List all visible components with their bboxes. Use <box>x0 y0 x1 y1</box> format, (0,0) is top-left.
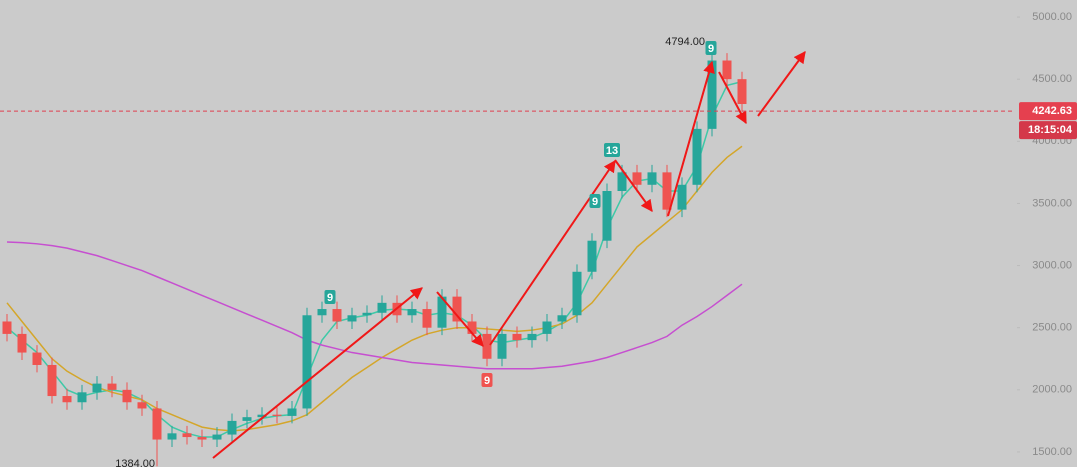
plot-area <box>2 16 1020 467</box>
candle-body <box>152 408 162 440</box>
price-label-box <box>1019 102 1077 121</box>
signal-badge <box>589 194 601 208</box>
candle-body <box>542 321 552 334</box>
candle-body <box>707 60 717 129</box>
candle-body <box>287 408 297 416</box>
candle-body <box>422 309 432 328</box>
signal-badge <box>481 373 493 387</box>
candle-body <box>527 333 537 341</box>
signal-label: 13 <box>606 145 618 157</box>
candle-body <box>692 128 702 185</box>
moving-average-line <box>6 145 743 432</box>
candle-body <box>377 302 387 313</box>
candle-body <box>602 191 612 241</box>
current-price-label: 4242.63 <box>1032 105 1072 117</box>
arrow <box>489 160 616 346</box>
arrow <box>436 291 484 347</box>
candle-body <box>17 333 27 353</box>
countdown-label: 18:15:04 <box>1028 124 1073 136</box>
candle-body <box>182 433 192 438</box>
signal-label: 9 <box>484 375 490 387</box>
candle-body <box>62 396 72 403</box>
y-tick-label: 3000.00 <box>1032 259 1072 271</box>
candle-body <box>737 79 747 105</box>
y-tick-label: 4500.00 <box>1032 73 1072 85</box>
arrow <box>718 71 747 125</box>
signal-badge <box>705 41 717 55</box>
candle-body <box>437 296 447 328</box>
low-annotation: 1384.00 <box>115 458 155 467</box>
arrow <box>614 159 653 212</box>
candle-body <box>242 417 252 421</box>
signal-label: 9 <box>708 43 714 55</box>
candle-body <box>227 420 237 435</box>
y-tick-label: 3500.00 <box>1032 197 1072 209</box>
candle-body <box>212 434 222 440</box>
candle-body <box>722 60 732 80</box>
moving-average-line <box>6 80 743 438</box>
moving-average-line <box>6 241 743 370</box>
candle-body <box>332 309 342 322</box>
candle-body <box>512 333 522 341</box>
arrow <box>667 60 715 217</box>
high-annotation: 4794.00 <box>665 36 705 48</box>
y-tick-label: 5000.00 <box>1032 11 1072 23</box>
candle-body <box>452 296 462 322</box>
candle-body <box>137 402 147 409</box>
candle-body <box>167 433 177 440</box>
candle-body <box>2 321 12 334</box>
signal-badge <box>604 143 620 157</box>
candle-body <box>77 392 87 403</box>
signal-label: 9 <box>327 292 333 304</box>
candle-body <box>122 389 132 403</box>
candle-body <box>197 437 207 440</box>
signal-badge <box>324 290 336 304</box>
candle-body <box>92 383 102 393</box>
candle-body <box>497 333 507 359</box>
candle-body <box>572 271 582 316</box>
arrow <box>757 51 806 117</box>
candle-body <box>587 240 597 272</box>
candle-body <box>32 352 42 365</box>
candle-body <box>677 184 687 210</box>
candle-body <box>482 333 492 359</box>
countdown-box <box>1019 121 1077 140</box>
candle-body <box>107 383 117 390</box>
candle-body <box>467 321 477 334</box>
signal-label: 9 <box>592 196 598 208</box>
candle-body <box>647 172 657 185</box>
candle-body <box>632 172 642 185</box>
y-tick-label: 1500.00 <box>1032 446 1072 458</box>
y-tick-label: 2500.00 <box>1032 322 1072 334</box>
trend-arrows <box>212 51 806 459</box>
candle-body <box>47 364 57 397</box>
y-tick-label: 2000.00 <box>1032 384 1072 396</box>
candle-body <box>362 312 372 316</box>
candle-body <box>257 414 267 418</box>
candle-body <box>302 315 312 409</box>
candle-body <box>347 315 357 322</box>
candle-body <box>317 309 327 316</box>
candle-body <box>272 414 282 416</box>
candle-body <box>407 309 417 316</box>
candle-body <box>662 172 672 210</box>
arrow <box>212 287 423 459</box>
candle-body <box>557 315 567 322</box>
candle-body <box>617 172 627 192</box>
